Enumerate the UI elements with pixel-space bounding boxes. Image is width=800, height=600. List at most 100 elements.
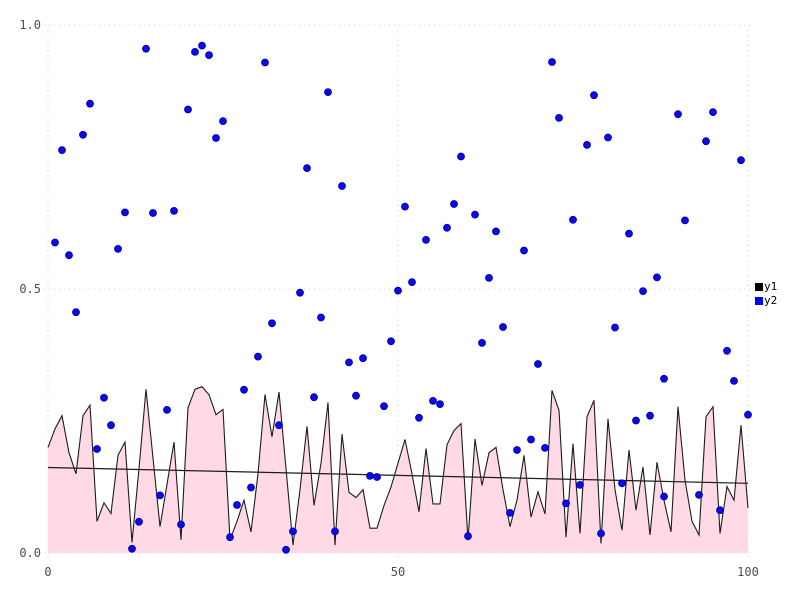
series-y2-point bbox=[324, 88, 332, 96]
series-y2-point bbox=[534, 360, 542, 368]
series-y2-point bbox=[226, 533, 234, 542]
series-y2-point bbox=[359, 354, 367, 363]
series-y2-point bbox=[492, 227, 500, 236]
x-axis-tick-label-50: 50 bbox=[390, 565, 406, 579]
series-y2-point bbox=[464, 532, 472, 540]
series-y2-point bbox=[212, 134, 220, 142]
series-y2-point bbox=[681, 216, 689, 225]
series-y2-point bbox=[506, 509, 514, 517]
legend-swatch-y1-icon bbox=[755, 282, 763, 291]
series-y2-point bbox=[177, 520, 185, 529]
series-y2-point bbox=[191, 48, 199, 56]
series-y2-point bbox=[114, 245, 122, 253]
series-y2-point bbox=[233, 501, 241, 509]
series-y2-point bbox=[457, 152, 465, 161]
series-y2-point bbox=[730, 377, 738, 385]
series-y2-point bbox=[408, 278, 416, 287]
series-y2-point bbox=[121, 208, 129, 217]
series-y2-point bbox=[247, 483, 255, 492]
y-axis-tick-label-05: 0.5 bbox=[19, 282, 41, 296]
series-y2-point bbox=[520, 246, 528, 255]
series-y2-point bbox=[296, 288, 304, 297]
series-y2-point bbox=[352, 391, 360, 400]
series-y2-point bbox=[282, 545, 290, 554]
series-y2-point bbox=[618, 479, 626, 488]
series-y2-point bbox=[100, 393, 108, 402]
series-y2-point bbox=[65, 251, 73, 260]
series-y2-point bbox=[58, 146, 66, 155]
series-y2-point bbox=[93, 445, 101, 453]
series-y2-point bbox=[380, 402, 388, 411]
series-y2-point bbox=[142, 44, 150, 53]
legend-item-y1: y1 bbox=[755, 281, 777, 292]
series-y2-point bbox=[72, 308, 80, 317]
series-y2-point bbox=[240, 385, 248, 394]
series-y2-point bbox=[198, 41, 206, 50]
series-y2-point bbox=[79, 130, 87, 139]
series-y2-point bbox=[268, 319, 276, 328]
series-y2-point bbox=[436, 400, 444, 409]
series-y2-point bbox=[387, 337, 395, 346]
series-y2-point bbox=[275, 421, 283, 430]
series-y2-point bbox=[331, 527, 339, 536]
series-y2-point bbox=[422, 236, 430, 244]
series-y2-point bbox=[576, 481, 584, 489]
series-y2-point bbox=[156, 491, 164, 500]
series-y2-point bbox=[429, 397, 437, 405]
series-y2-point bbox=[107, 421, 115, 430]
series-y2-point bbox=[737, 156, 745, 165]
series-y2-point bbox=[744, 410, 752, 419]
series-y2-point bbox=[149, 209, 157, 217]
series-y2-point bbox=[163, 406, 171, 414]
series-y2-point bbox=[303, 164, 311, 173]
series-y2-point bbox=[660, 374, 668, 383]
series-y2-point bbox=[135, 517, 143, 526]
series-y2-point bbox=[555, 114, 563, 122]
series-y2-point bbox=[639, 287, 647, 296]
series-y2-point bbox=[499, 323, 507, 331]
series-y2-point bbox=[625, 229, 633, 238]
series-y2-point bbox=[709, 108, 717, 116]
series-y2-point bbox=[219, 117, 227, 125]
series-y2-point bbox=[415, 413, 423, 422]
series-y2-point bbox=[184, 105, 192, 114]
series-y2-point bbox=[170, 207, 178, 215]
series-y2-point bbox=[205, 51, 213, 59]
series-y2-point bbox=[310, 393, 318, 402]
series-y2-point bbox=[86, 99, 94, 108]
legend-swatch-y2-icon bbox=[755, 296, 763, 305]
series-y2-point bbox=[261, 58, 269, 67]
series-y2-point bbox=[716, 506, 724, 515]
series-y2-point bbox=[485, 274, 493, 282]
series-y2-point bbox=[478, 339, 486, 347]
series-y2-point bbox=[548, 58, 556, 66]
series-y2-point bbox=[394, 286, 402, 295]
series-y2-point bbox=[611, 323, 619, 332]
series-y2-point bbox=[695, 491, 703, 499]
series-y2-point bbox=[646, 411, 654, 420]
series-y2-point bbox=[471, 210, 479, 219]
legend-label-y2: y2 bbox=[764, 294, 778, 307]
series-y2-point bbox=[702, 137, 710, 146]
legend-label-y1: y1 bbox=[764, 280, 778, 293]
series-y2-point bbox=[527, 435, 535, 444]
series-y2-point bbox=[345, 358, 353, 367]
series-y2-point bbox=[317, 313, 325, 322]
series-y2-point bbox=[660, 492, 668, 501]
y-axis-tick-label-1: 1.0 bbox=[19, 18, 41, 32]
series-y1-area bbox=[48, 386, 748, 553]
series-y2-point bbox=[653, 273, 661, 282]
series-y2-point bbox=[674, 110, 682, 119]
x-axis-tick-label-0: 0 bbox=[44, 565, 52, 579]
series-y2-point bbox=[373, 473, 381, 481]
series-y2-point bbox=[541, 444, 549, 452]
series-y2-point bbox=[401, 202, 409, 211]
trend-line bbox=[47, 466, 749, 484]
series-y2-point bbox=[723, 346, 731, 355]
series-y2-point bbox=[128, 544, 136, 553]
series-y2-point bbox=[583, 141, 591, 149]
series-y2-point bbox=[338, 182, 346, 190]
series-y1-line bbox=[47, 386, 749, 546]
